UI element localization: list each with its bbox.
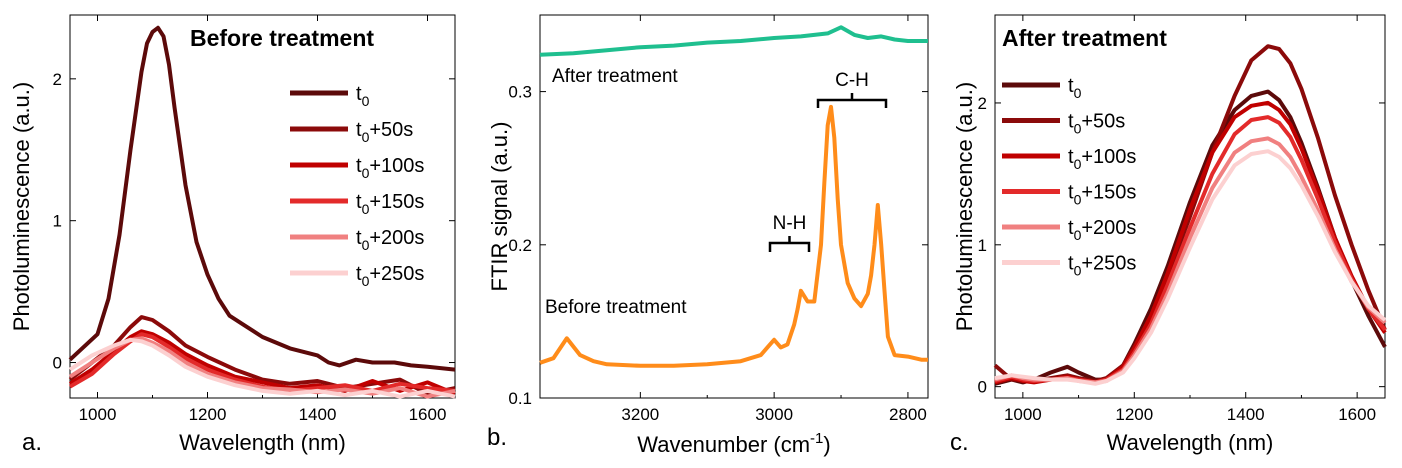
series-line-5 bbox=[994, 149, 1387, 386]
legend-t: t bbox=[1068, 217, 1074, 239]
y-tick-label: 2 bbox=[53, 70, 62, 89]
x-axis-label: Wavenumber (cm-1) bbox=[637, 430, 830, 457]
legend-suffix: +150s bbox=[1081, 182, 1136, 204]
legend-t: t bbox=[356, 83, 362, 105]
x-tick-label: 3200 bbox=[621, 405, 659, 424]
x-axis-label-sup: -1 bbox=[810, 430, 823, 447]
y-tick-label: 0.2 bbox=[508, 236, 532, 255]
series-label-before: Before treatment bbox=[545, 297, 687, 318]
x-axis-label: Wavelength (nm) bbox=[179, 430, 346, 455]
panel-letter: b. bbox=[487, 424, 507, 451]
panel-letter: c. bbox=[950, 429, 969, 456]
legend-sub: 0 bbox=[362, 201, 370, 217]
legend-t: t bbox=[356, 227, 362, 249]
legend-t: t bbox=[1068, 146, 1074, 168]
legend-entry: t0+250s bbox=[1068, 253, 1136, 279]
legend-suffix: +250s bbox=[1081, 253, 1136, 275]
legend-sub: 0 bbox=[1074, 227, 1082, 243]
legend-sub: 0 bbox=[1074, 263, 1082, 279]
x-tick-label: 1600 bbox=[409, 405, 447, 424]
legend-entry: t0+200s bbox=[356, 227, 424, 253]
series-line-0 bbox=[539, 25, 928, 57]
x-tick-label: 1000 bbox=[79, 405, 117, 424]
panel-title: After treatment bbox=[1002, 25, 1167, 51]
legend-entry: t0 bbox=[1068, 75, 1082, 101]
legend-suffix: +250s bbox=[369, 263, 424, 285]
series-line-1 bbox=[539, 104, 928, 368]
legend-sub: 0 bbox=[362, 129, 370, 145]
panel-2: 3200 3000 2800 0.1 0.2 0.3 Wavenumber (cm-1) FT… bbox=[487, 14, 929, 457]
x-tick-label: 1600 bbox=[1338, 405, 1376, 424]
legend-t: t bbox=[356, 119, 362, 141]
ch-label: C-H bbox=[835, 70, 869, 91]
legend-suffix: +200s bbox=[1081, 217, 1136, 239]
legend-entry: t0+100s bbox=[1068, 146, 1136, 172]
legend-t: t bbox=[356, 155, 362, 177]
x-tick-label: 2800 bbox=[889, 405, 927, 424]
panel-letter: a. bbox=[22, 429, 42, 456]
legend-entry: t0+250s bbox=[356, 263, 424, 289]
x-axis-label-end: ) bbox=[823, 432, 830, 457]
series-line-5 bbox=[68, 337, 456, 399]
legend-suffix: +100s bbox=[1081, 146, 1136, 168]
legend-entry: t0+150s bbox=[1068, 182, 1136, 208]
legend-entry: t0+50s bbox=[356, 119, 413, 145]
y-tick-label: 0 bbox=[978, 378, 987, 397]
legend-sub: 0 bbox=[362, 93, 370, 109]
legend-entry: t0+150s bbox=[356, 191, 424, 217]
series-label-after: After treatment bbox=[552, 66, 678, 87]
legend-t: t bbox=[1068, 111, 1074, 133]
x-axis-label-main: Wavenumber (cm bbox=[637, 432, 810, 457]
legend-sub: 0 bbox=[1074, 156, 1082, 172]
legend-sub: 0 bbox=[1074, 121, 1082, 137]
legend-sub: 0 bbox=[362, 237, 370, 253]
y-tick-label: 2 bbox=[978, 94, 987, 113]
x-tick-label: 1000 bbox=[1004, 405, 1042, 424]
panel-3: 1000 1200 1400 1600 0 1 2 Wavelength (nm) Photol… bbox=[950, 14, 1387, 456]
y-axis-label: Photoluminescence (a.u.) bbox=[9, 82, 34, 331]
legend-t: t bbox=[1068, 75, 1074, 97]
ch-bracket bbox=[816, 93, 888, 108]
x-tick-label: 3000 bbox=[755, 405, 793, 424]
series-line-0 bbox=[68, 25, 456, 372]
series-line-4 bbox=[68, 336, 456, 399]
plot-frame bbox=[539, 14, 929, 399]
legend-entry: t0 bbox=[356, 83, 370, 109]
x-tick-label: 1200 bbox=[189, 405, 227, 424]
legend-t: t bbox=[1068, 253, 1074, 275]
x-tick-label: 1400 bbox=[299, 405, 337, 424]
legend-t: t bbox=[356, 263, 362, 285]
y-axis-label: Photoluminescence (a.u.) bbox=[952, 82, 977, 331]
x-tick-label: 1200 bbox=[1115, 405, 1153, 424]
legend-sub: 0 bbox=[1074, 192, 1082, 208]
legend-entry: t0+50s bbox=[1068, 111, 1125, 137]
legend-entry: t0+200s bbox=[1068, 217, 1136, 243]
nh-bracket bbox=[768, 236, 811, 252]
y-tick-label: 1 bbox=[53, 212, 62, 231]
x-axis-label: Wavelength (nm) bbox=[1107, 430, 1274, 455]
y-tick-label: 0.3 bbox=[508, 83, 532, 102]
legend-entry: t0+100s bbox=[356, 155, 424, 181]
legend-suffix: +100s bbox=[369, 155, 424, 177]
legend-sub: 0 bbox=[1074, 85, 1082, 101]
legend-suffix: +50s bbox=[1081, 111, 1125, 133]
panel-1: 1000 1200 1400 1600 0 1 2 Wavelength (nm) Photol… bbox=[9, 14, 456, 456]
legend-sub: 0 bbox=[362, 273, 370, 289]
y-tick-label: 0.1 bbox=[508, 389, 532, 408]
y-tick-label: 1 bbox=[978, 236, 987, 255]
legend-suffix: +200s bbox=[369, 227, 424, 249]
legend-suffix: +150s bbox=[369, 191, 424, 213]
legend-sub: 0 bbox=[362, 165, 370, 181]
x-tick-label: 1400 bbox=[1227, 405, 1265, 424]
legend-t: t bbox=[1068, 182, 1074, 204]
y-axis-label: FTIR signal (a.u.) bbox=[487, 122, 512, 292]
legend-suffix: +50s bbox=[369, 119, 413, 141]
legend-t: t bbox=[356, 191, 362, 213]
nh-label: N-H bbox=[773, 213, 807, 234]
y-tick-label: 0 bbox=[53, 354, 62, 373]
panel-title: Before treatment bbox=[190, 25, 374, 51]
